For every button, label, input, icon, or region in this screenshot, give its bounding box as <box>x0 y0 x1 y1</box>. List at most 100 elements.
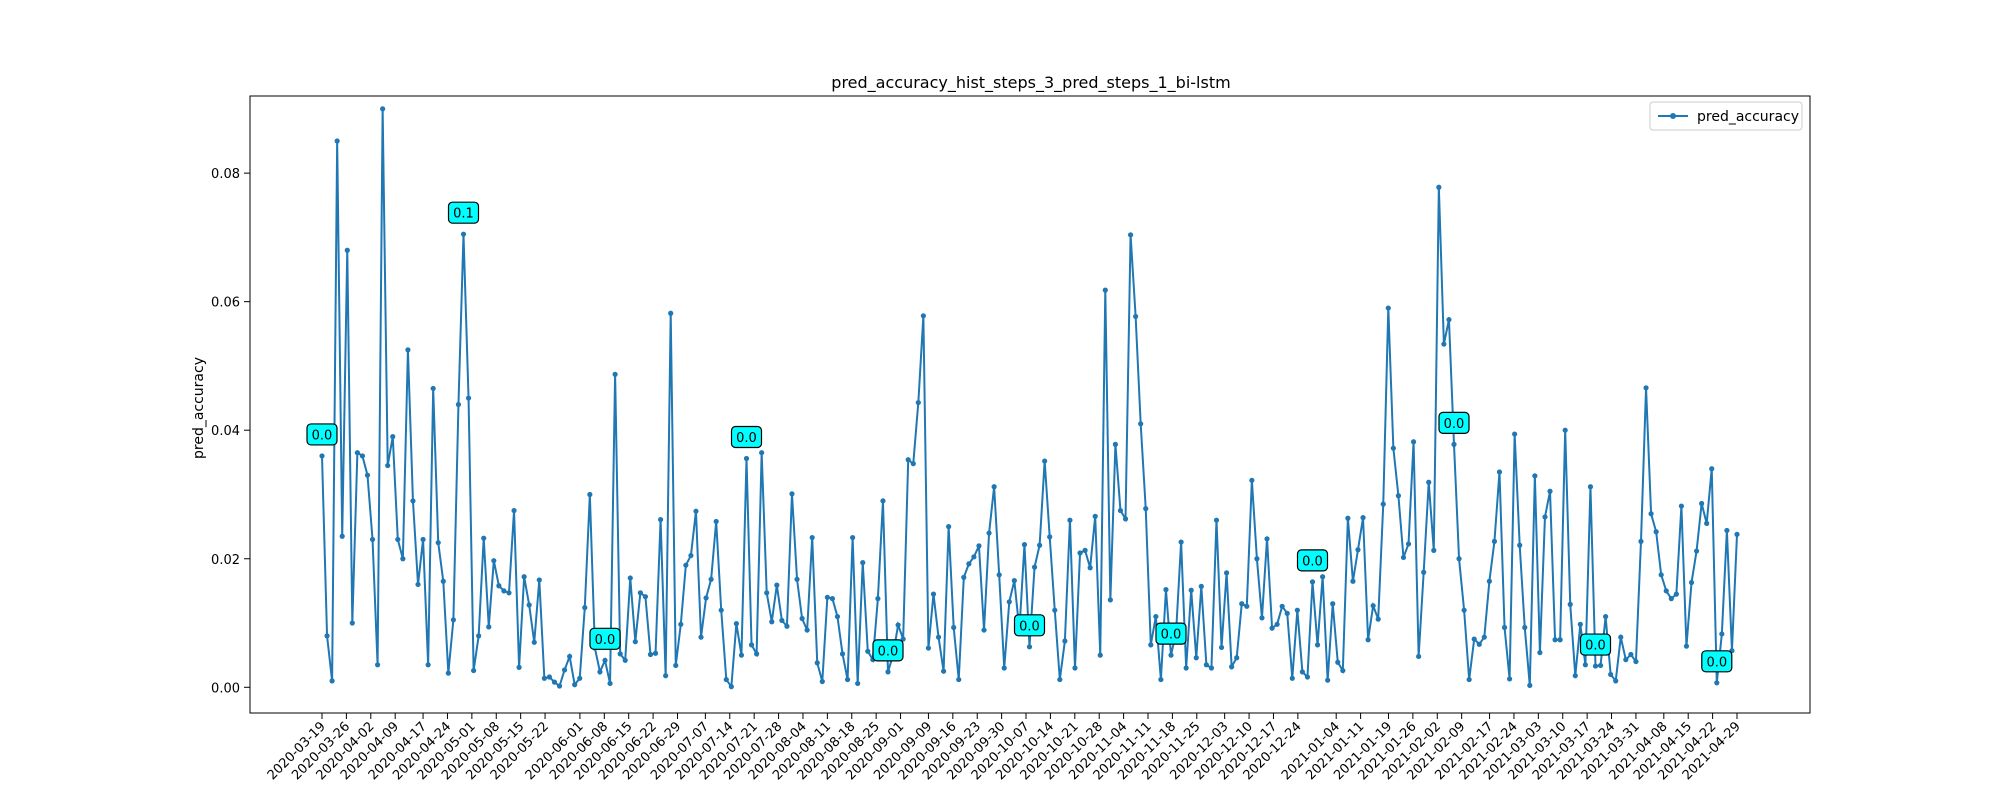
data-point <box>764 590 770 596</box>
data-point <box>1405 541 1412 547</box>
data-point <box>1628 651 1634 658</box>
data-point <box>1466 676 1472 683</box>
data-point <box>723 676 729 683</box>
data-point <box>1592 663 1599 669</box>
data-point <box>541 675 547 681</box>
series-points <box>319 106 1740 690</box>
data-point <box>971 554 977 560</box>
data-point <box>1067 517 1073 523</box>
data-point <box>759 450 765 456</box>
data-point <box>865 648 871 654</box>
data-point <box>420 536 426 543</box>
data-point <box>1042 458 1048 464</box>
data-point <box>556 683 563 689</box>
data-point <box>1355 547 1361 553</box>
data-point <box>1325 677 1331 683</box>
data-point <box>1072 665 1078 671</box>
data-point <box>597 669 603 675</box>
data-point <box>930 591 937 597</box>
y-tick-label: 0.02 <box>211 553 240 568</box>
data-point <box>369 536 376 543</box>
annotation: 0.0 <box>730 425 763 449</box>
annotation: 0.0 <box>1155 622 1187 645</box>
data-point <box>1597 662 1604 669</box>
data-point <box>1229 664 1235 670</box>
data-point <box>1668 596 1674 602</box>
data-point <box>1062 638 1068 644</box>
data-point <box>334 138 340 144</box>
data-point <box>1542 514 1548 520</box>
annotation-box <box>730 425 763 449</box>
data-point <box>1380 501 1386 507</box>
chart-title: pred_accuracy_hist_steps_3_pred_steps_1_… <box>831 73 1230 93</box>
data-point <box>344 247 350 253</box>
data-point <box>364 472 371 478</box>
data-point <box>1699 500 1705 507</box>
data-point <box>855 680 861 687</box>
data-point <box>1107 597 1113 603</box>
data-point <box>991 484 997 490</box>
data-point <box>1153 613 1159 620</box>
data-point <box>809 534 815 541</box>
data-point <box>1057 676 1063 683</box>
data-point <box>1077 550 1083 556</box>
annotation-box <box>306 423 338 446</box>
data-point <box>405 347 411 353</box>
data-point <box>819 678 825 685</box>
data-point <box>1426 479 1432 485</box>
data-point <box>632 639 638 645</box>
data-point <box>349 620 355 626</box>
data-point <box>1320 574 1326 580</box>
data-point <box>1572 673 1578 679</box>
annotation-label: 0.0 <box>1302 554 1323 569</box>
data-point <box>1223 570 1230 576</box>
data-point <box>511 507 517 514</box>
data-point <box>956 676 962 683</box>
legend-box <box>1649 101 1803 131</box>
data-point <box>567 653 573 660</box>
data-point <box>1673 591 1679 597</box>
data-point <box>465 395 472 401</box>
data-point <box>1138 421 1144 427</box>
data-point <box>319 453 325 459</box>
data-point <box>728 684 734 690</box>
data-point <box>996 572 1002 578</box>
data-point <box>410 498 416 504</box>
data-point <box>1688 579 1695 586</box>
data-point <box>1254 556 1260 562</box>
data-point <box>824 594 830 600</box>
data-point <box>839 651 846 657</box>
data-point <box>1234 655 1240 661</box>
data-point <box>1577 621 1583 627</box>
data-point <box>380 106 386 112</box>
data-point <box>385 462 391 469</box>
data-point <box>440 578 446 584</box>
data-point <box>738 652 745 658</box>
data-point <box>329 678 335 684</box>
data-point <box>521 574 527 580</box>
data-point <box>698 634 704 640</box>
data-point <box>1385 305 1391 311</box>
data-point <box>1330 601 1336 607</box>
data-point <box>1562 427 1568 433</box>
data-point <box>445 670 451 676</box>
data-point <box>1501 624 1508 631</box>
data-point <box>880 498 886 504</box>
data-point <box>1623 657 1629 663</box>
annotation-box <box>589 627 621 650</box>
data-point <box>1314 642 1321 648</box>
data-point <box>1683 643 1690 649</box>
data-point <box>1163 587 1169 593</box>
annotation-box <box>1701 650 1733 673</box>
data-point <box>1193 655 1199 661</box>
data-point <box>1653 529 1659 535</box>
annotation-box <box>1579 633 1612 656</box>
annotation-label: 0.0 <box>878 644 899 659</box>
data-point <box>1052 607 1058 613</box>
y-tick-label: 0.06 <box>211 296 240 311</box>
data-point <box>652 650 659 656</box>
annotation-label: 0.0 <box>1444 417 1465 432</box>
data-point <box>1183 665 1189 671</box>
data-point <box>546 674 553 680</box>
